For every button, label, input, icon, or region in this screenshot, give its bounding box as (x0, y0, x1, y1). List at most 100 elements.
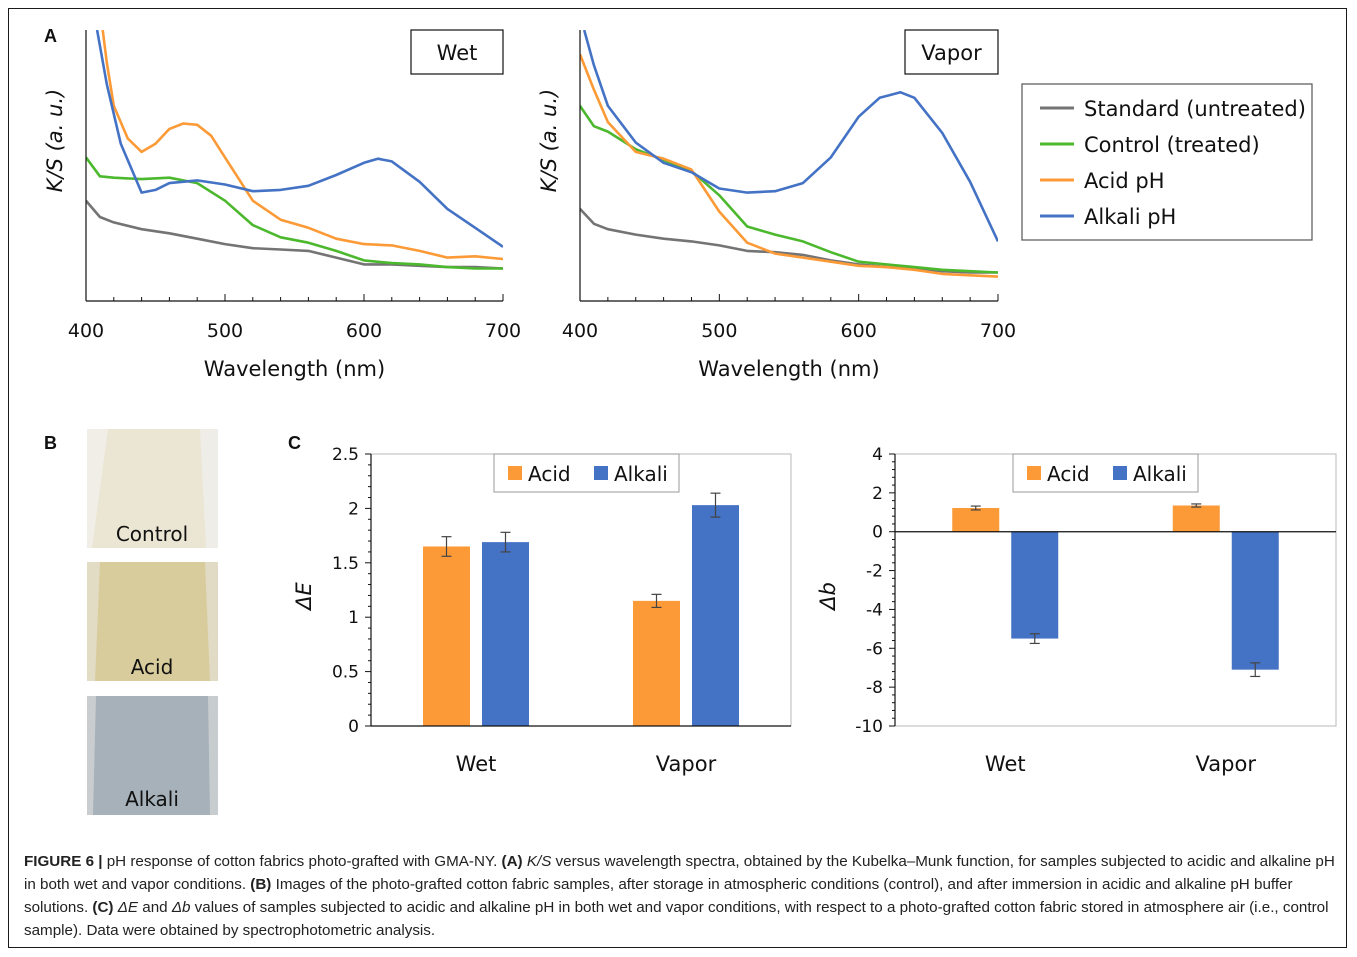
series-line-alkali-ph (582, 30, 998, 242)
y-tick-label: 2 (348, 499, 359, 519)
category-label: Wet (456, 752, 497, 776)
y-axis-label: K/S (a. u.) (43, 89, 67, 192)
photo-label-acid: Acid (131, 655, 174, 679)
photo-label-control: Control (116, 522, 188, 546)
y-tick-label: -6 (866, 639, 883, 659)
category-label: Vapor (656, 752, 717, 776)
series-line-acid-ph (580, 53, 998, 278)
caption-c-de: ΔE (113, 899, 139, 916)
legend-label-alkali: Alkali (1133, 462, 1187, 486)
delta-b-chart: Wet Vapor -10 -8 -6 -4 -2 0 2 4 Δb Acid Alkali (816, 445, 1337, 776)
legend-label-standard: Standard (untreated) (1084, 97, 1306, 121)
caption-a-ks: K/S (522, 853, 552, 870)
legend-label-alkali: Alkali (614, 462, 668, 486)
x-tick-label: 400 (562, 320, 598, 342)
y-tick-label: 2 (872, 484, 883, 504)
x-tick-label: 700 (980, 320, 1016, 342)
spectra-legend: Standard (untreated) Control (treated) A… (1021, 83, 1313, 241)
legend-box (493, 453, 680, 493)
ks-vapor-chart: 400 500 600 700 Wavelength (nm) K/S (a. u.) Va… (537, 29, 1016, 381)
bar-alkali-vapor (692, 505, 739, 726)
caption-intro: pH response of cotton fabrics photo-graf… (102, 853, 502, 870)
panel-label-b: B (44, 433, 57, 453)
y-axis-label: Δb (816, 582, 840, 612)
bar-acid-wet (952, 508, 1000, 532)
photo-acid-edge-right (205, 562, 218, 681)
chart-title: Wet (437, 41, 478, 65)
y-tick-label: 2.5 (332, 445, 359, 465)
panel-label-c: C (288, 433, 301, 453)
figure-frame (8, 8, 1347, 948)
category-label: Vapor (1196, 752, 1257, 776)
figure-charts: A B C 400 500 600 700 Wavelength (nm) K/S (a.… (43, 26, 1337, 815)
series-line-standard-untreated (86, 199, 503, 270)
legend-swatch-alkali (594, 466, 608, 480)
series-line-acid-ph (101, 30, 503, 261)
bar-acid-wet (423, 546, 470, 726)
legend-label-alkali: Alkali pH (1084, 205, 1176, 229)
photo-control-edge-right (200, 429, 218, 548)
chart-title: Vapor (921, 41, 982, 65)
photo-label-alkali: Alkali (125, 787, 179, 811)
y-tick-label: -10 (855, 717, 883, 737)
legend-swatch-alkali (1113, 466, 1127, 480)
bar-alkali-wet (1011, 531, 1059, 639)
caption-c-and: and (138, 899, 172, 916)
ks-wet-chart: 400 500 600 700 Wavelength (nm) K/S (a. u.) We… (43, 29, 521, 381)
delta-e-chart: Wet Vapor 0 0.5 1 1.5 2 2.5 ΔE Acid Alkali (292, 445, 792, 776)
y-tick-label: -4 (866, 600, 883, 620)
legend-label-acid: Acid (1047, 462, 1090, 486)
caption-figure-label: FIGURE 6 | (24, 853, 103, 870)
caption-b-text: Images of the photo-grafted cotton fabri… (24, 876, 1293, 916)
series-line-standard-untreated (580, 208, 998, 274)
y-axis-label: ΔE (292, 581, 316, 611)
y-axis-label: K/S (a. u.) (537, 89, 561, 192)
x-tick-label: 400 (68, 320, 104, 342)
legend-box (1012, 453, 1199, 493)
x-tick-label: 600 (346, 320, 382, 342)
photo-acid-edge (87, 562, 100, 681)
y-tick-label: 0 (348, 717, 359, 737)
x-axis-label: Wavelength (nm) (698, 357, 879, 381)
series-line-control-treated (580, 105, 998, 274)
photo-control (87, 429, 218, 548)
caption-a-tag: (A) (501, 853, 523, 870)
legend-swatch-acid (1027, 466, 1041, 480)
bar-acid-vapor (1172, 505, 1220, 532)
bar-legend: Acid Alkali (493, 453, 680, 493)
legend-label-acid: Acid (528, 462, 571, 486)
photo-acid (87, 562, 218, 681)
photo-alkali-edge (87, 696, 96, 815)
caption-a-text: versus wavelength spectra, obtained by t… (24, 853, 1335, 893)
legend-swatch-acid (508, 466, 522, 480)
photo-control-edge (87, 429, 108, 548)
legend-label-control: Control (treated) (1084, 133, 1260, 157)
bar-alkali-vapor (1231, 531, 1279, 670)
legend-label-acid: Acid pH (1084, 169, 1165, 193)
y-tick-label: 1.5 (332, 554, 359, 574)
y-tick-label: 1 (348, 608, 359, 628)
category-label: Wet (985, 752, 1026, 776)
y-tick-label: 0.5 (332, 663, 359, 683)
x-tick-label: 700 (485, 320, 521, 342)
panel-label-a: A (44, 26, 57, 46)
x-tick-label: 500 (701, 320, 737, 342)
x-tick-label: 600 (841, 320, 877, 342)
y-tick-label: -8 (866, 678, 883, 698)
y-tick-label: -2 (866, 562, 883, 582)
legend-box (1021, 83, 1313, 241)
bar-legend: Acid Alkali (1012, 453, 1199, 493)
x-tick-label: 500 (207, 320, 243, 342)
caption-c-tag: (C) (92, 899, 114, 916)
bar-alkali-wet (482, 542, 529, 726)
y-tick-label: 0 (872, 523, 883, 543)
figure-caption: FIGURE 6 | pH response of cotton fabrics… (24, 850, 1336, 942)
title-box (410, 29, 504, 75)
photo-alkali (87, 696, 218, 815)
title-box (904, 29, 999, 75)
series-line-alkali-ph (95, 30, 503, 248)
caption-b-tag: (B) (250, 876, 272, 893)
caption-c-db: Δb (171, 899, 191, 916)
x-axis-label: Wavelength (nm) (204, 357, 385, 381)
photo-alkali-edge-right (208, 696, 218, 815)
